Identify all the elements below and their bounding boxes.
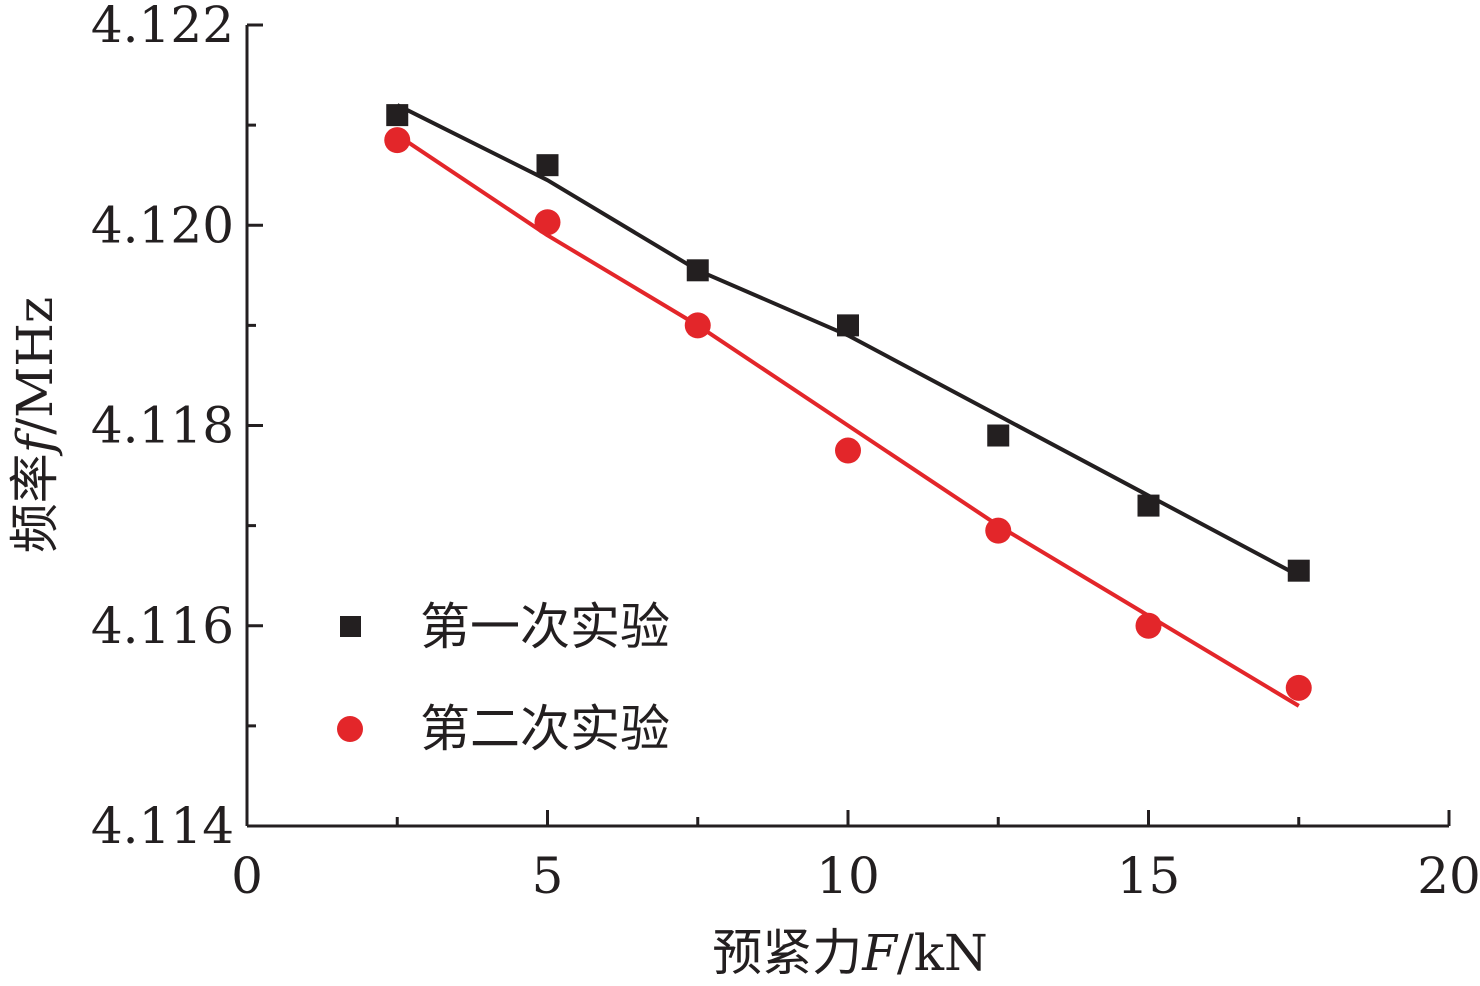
x-tick-label: 10 <box>816 847 880 905</box>
data-point-series-1 <box>837 314 859 337</box>
y-tick-label: 4.122 <box>91 0 234 54</box>
data-point-series-2 <box>684 312 711 339</box>
markers <box>384 104 1312 701</box>
y-axis-title-unit: /MHz <box>6 297 64 435</box>
data-point-series-1 <box>536 154 559 177</box>
legend-label-series-2: 第二次实验 <box>420 700 670 758</box>
data-point-series-2 <box>384 127 411 154</box>
x-axis-title-prefix: 预紧力 <box>712 924 862 982</box>
y-axis-title-prefix: 频率 <box>6 453 64 553</box>
data-point-series-1 <box>1287 559 1310 582</box>
legend-marker-series-2 <box>337 716 363 742</box>
data-point-series-1 <box>987 424 1010 447</box>
data-point-series-1 <box>386 104 409 127</box>
x-axis-title-var: F <box>861 924 899 982</box>
legend: 第一次实验 第二次实验 <box>337 598 670 758</box>
y-tick-label: 4.120 <box>91 196 234 254</box>
data-point-series-2 <box>534 209 561 236</box>
data-point-series-1 <box>1137 494 1160 517</box>
x-tick-label: 15 <box>1117 847 1181 905</box>
y-tick-label: 4.116 <box>91 597 234 655</box>
y-tick-label: 4.118 <box>91 397 234 455</box>
x-tick-label: 5 <box>532 847 564 905</box>
legend-marker-series-1 <box>340 616 361 637</box>
y-tick-label: 4.114 <box>91 797 234 855</box>
data-point-series-2 <box>835 437 861 464</box>
data-point-series-1 <box>686 259 709 282</box>
x-axis-title: 预紧力F/kN <box>712 924 988 982</box>
y-axis-title: 频率f/MHz <box>6 297 64 554</box>
legend-label-series-1: 第一次实验 <box>420 598 670 656</box>
x-tick-label: 0 <box>231 847 263 905</box>
data-point-series-2 <box>1285 674 1312 701</box>
x-tick-label: 20 <box>1417 847 1480 905</box>
data-point-series-2 <box>985 517 1012 544</box>
ticks: 0 5 10 15 20 4.114 4.116 4.118 4.120 4.122 <box>91 0 1480 905</box>
fit-line-series-1 <box>396 103 1300 578</box>
x-axis-title-unit: /kN <box>897 924 988 982</box>
data-point-series-2 <box>1135 612 1162 639</box>
